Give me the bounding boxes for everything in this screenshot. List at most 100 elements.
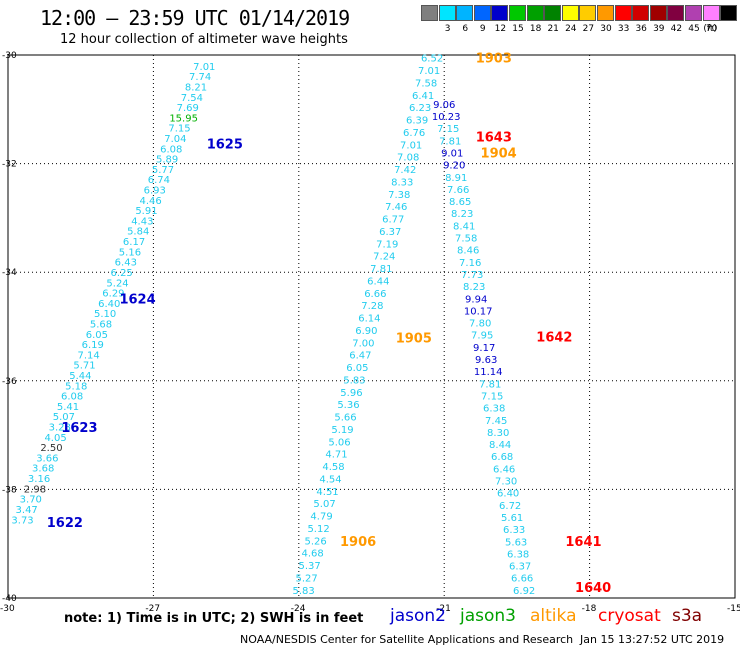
swh-value: 5.84 bbox=[127, 227, 149, 238]
swh-value: 5.68 bbox=[90, 319, 112, 330]
swh-value: 6.38 bbox=[483, 404, 505, 415]
swh-value: 7.04 bbox=[164, 134, 186, 145]
swh-value: 3.16 bbox=[28, 474, 50, 485]
pass-number: 1623 bbox=[61, 421, 97, 436]
pass-number: 1625 bbox=[207, 138, 243, 153]
swh-value: 5.83 bbox=[343, 375, 365, 386]
swh-value: 4.71 bbox=[325, 450, 347, 461]
legend-label: 39 bbox=[653, 24, 665, 34]
swh-value: 7.15 bbox=[437, 124, 459, 135]
legend-swatch bbox=[438, 5, 456, 21]
swh-value: 5.41 bbox=[57, 402, 79, 413]
swh-value: 4.79 bbox=[310, 512, 332, 523]
swh-value: 8.46 bbox=[457, 246, 479, 257]
swh-value: 5.06 bbox=[328, 437, 350, 448]
swh-value: 11.14 bbox=[474, 367, 503, 378]
pass-number: 1622 bbox=[47, 516, 83, 531]
swh-value: 5.83 bbox=[293, 586, 315, 597]
pass-number: 1641 bbox=[565, 535, 601, 550]
legend-swatch bbox=[702, 5, 720, 21]
map-frame bbox=[7, 54, 736, 599]
swh-value: 6.66 bbox=[364, 289, 386, 300]
swh-value: 6.77 bbox=[382, 215, 404, 226]
swh-value: 7.01 bbox=[418, 66, 440, 77]
legend-swatch bbox=[526, 5, 544, 21]
pass-number: 1905 bbox=[396, 331, 432, 346]
pass-number: 1624 bbox=[119, 292, 155, 307]
legend-swatch bbox=[667, 5, 685, 21]
swh-value: 7.30 bbox=[495, 477, 517, 488]
swh-value: 7.66 bbox=[447, 185, 469, 196]
swh-value: 7.80 bbox=[469, 319, 491, 330]
page-title: 12:00 – 23:59 UTC 01/14/2019 bbox=[40, 6, 350, 30]
swh-value: 5.91 bbox=[135, 206, 157, 217]
swh-value: 6.38 bbox=[507, 549, 529, 560]
satellite-label-s3a: s3a bbox=[672, 606, 703, 626]
swh-value: 8.44 bbox=[489, 440, 511, 451]
pass-number: 1906 bbox=[340, 535, 376, 550]
swh-value: 6.41 bbox=[412, 91, 434, 102]
legend-label: 18 bbox=[529, 24, 542, 34]
swh-value: 5.27 bbox=[296, 573, 318, 584]
swh-value: 7.24 bbox=[373, 252, 395, 263]
legend-swatch bbox=[632, 5, 650, 21]
swh-value: 6.23 bbox=[409, 103, 431, 114]
swh-value: 3.47 bbox=[16, 505, 38, 516]
swh-value: 6.43 bbox=[115, 258, 137, 269]
swh-value: 6.44 bbox=[367, 276, 389, 287]
swh-value: 10.17 bbox=[464, 306, 493, 317]
legend-swatch bbox=[509, 5, 526, 21]
legend-label: 21 bbox=[547, 24, 559, 34]
swh-value: 8.30 bbox=[487, 428, 509, 439]
legend-swatch bbox=[491, 5, 509, 21]
legend-label: 9 bbox=[479, 24, 486, 34]
swh-value: 4.54 bbox=[319, 474, 341, 485]
satellite-label-altika: altika bbox=[530, 606, 577, 626]
swh-value: 7.38 bbox=[388, 190, 410, 201]
lon-tick-label: -27 bbox=[145, 604, 160, 614]
swh-value: 6.52 bbox=[421, 54, 443, 65]
legend-label: 27 bbox=[582, 24, 595, 34]
legend-label: 33 bbox=[617, 24, 630, 34]
legend-unit: (ft) bbox=[703, 24, 717, 34]
satellite-label-jason2: jason2 bbox=[390, 606, 446, 626]
lon-tick-label: -18 bbox=[582, 604, 597, 614]
legend-label: 36 bbox=[635, 24, 647, 34]
swh-value: 4.51 bbox=[316, 487, 338, 498]
legend-swatch bbox=[473, 5, 491, 21]
swh-value: 9.06 bbox=[433, 100, 455, 111]
swh-value: 6.66 bbox=[511, 574, 533, 585]
swh-value: 7.28 bbox=[361, 301, 383, 312]
swh-value: 6.17 bbox=[123, 237, 145, 248]
swh-value: 8.33 bbox=[391, 177, 413, 188]
swh-value: 7.81 bbox=[479, 379, 501, 390]
swh-value: 9.20 bbox=[443, 161, 465, 172]
swh-value: 6.40 bbox=[497, 489, 519, 500]
swh-value: 8.23 bbox=[451, 209, 473, 220]
legend-label: 12 bbox=[494, 24, 507, 34]
swh-value: 5.16 bbox=[119, 247, 141, 258]
swh-value: 4.58 bbox=[322, 462, 344, 473]
swh-value: 5.07 bbox=[313, 499, 335, 510]
legend-swatch bbox=[579, 5, 597, 21]
lat-tick-label: -38 bbox=[2, 485, 17, 495]
swh-value: 9.01 bbox=[441, 148, 463, 159]
pass-number: 1903 bbox=[476, 52, 512, 67]
legend-swatch bbox=[544, 5, 562, 21]
swh-value: 6.05 bbox=[86, 330, 108, 341]
legend-swatch bbox=[720, 5, 738, 21]
swh-value: 6.76 bbox=[403, 128, 425, 139]
swh-value: 7.69 bbox=[177, 103, 199, 114]
legend-swatch bbox=[421, 5, 438, 21]
swh-value: 5.18 bbox=[65, 381, 87, 392]
swh-value: 6.47 bbox=[349, 351, 371, 362]
pass-number: 1642 bbox=[536, 330, 572, 345]
swh-value: 2.98 bbox=[24, 484, 46, 495]
swh-value: 7.95 bbox=[471, 331, 493, 342]
swh-value: 6.29 bbox=[102, 289, 124, 300]
swh-value: 3.28 bbox=[49, 423, 71, 434]
legend-label: 15 bbox=[512, 24, 524, 34]
legend-label: 45 bbox=[688, 24, 700, 34]
swh-value: 5.96 bbox=[340, 388, 362, 399]
